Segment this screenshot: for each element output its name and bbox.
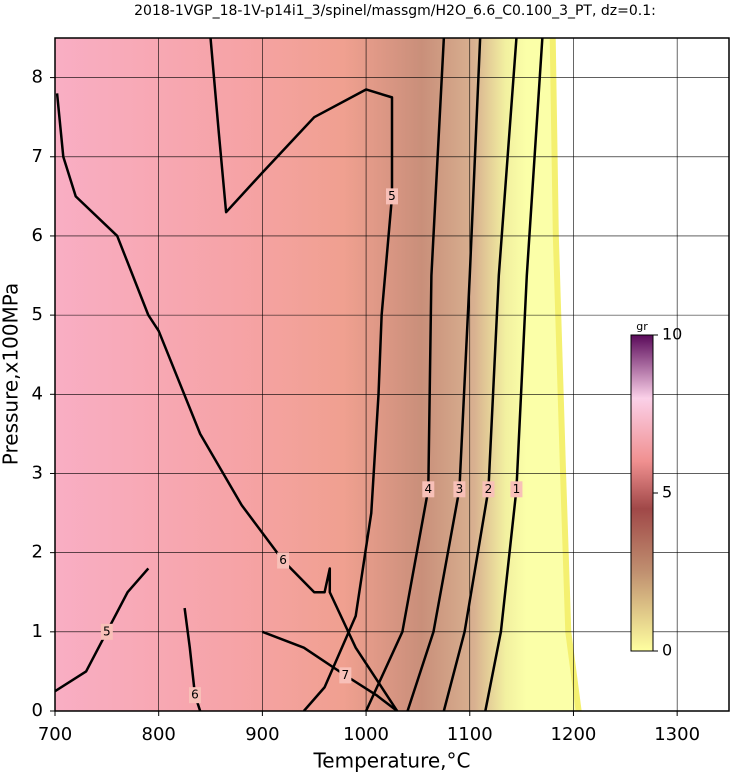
contour-label: 3 [456, 482, 464, 496]
y-tick-label: 2 [32, 542, 43, 563]
x-tick-label: 1000 [343, 724, 389, 745]
contour-line [209, 38, 394, 711]
colorbar-label: gr [636, 320, 648, 333]
x-tick-label: 800 [142, 724, 176, 745]
contour-label: 4 [424, 482, 432, 496]
plot-area: 1 2 3 4 5 6 5 6 7 [55, 38, 729, 711]
x-tick-label: 1100 [447, 724, 493, 745]
contour-label: 6 [191, 688, 199, 702]
contour-label-bg [386, 188, 398, 205]
y-tick-label: 5 [32, 304, 43, 325]
contour-label-bg [339, 667, 352, 684]
contour-label-bg [510, 481, 523, 498]
chart-title: 2018-1VGP_18-1V-p14i1_3/spinel/massgm/H2… [134, 3, 656, 19]
contour-label: 5 [103, 624, 111, 638]
y-tick-label: 0 [32, 700, 43, 721]
x-tick-label: 700 [38, 724, 72, 745]
y-tick-label: 6 [32, 225, 43, 246]
contour-label: 7 [342, 668, 350, 682]
plot-frame [54, 37, 730, 712]
colorbar-tick-label: 5 [662, 483, 672, 502]
contour-label-bg [188, 687, 201, 704]
colorbar [630, 334, 654, 652]
x-tick-label: 1200 [551, 724, 597, 745]
contour-label: 5 [388, 189, 396, 203]
contour-label: 1 [513, 482, 521, 496]
contour-label: 6 [279, 553, 287, 567]
y-tick-label: 4 [32, 383, 43, 404]
y-axis-label: Pressure,x100MPa [0, 283, 23, 465]
contour-label-bg [482, 481, 495, 498]
colorbar-tick-label: 10 [662, 325, 682, 344]
x-tick-label: 900 [245, 724, 279, 745]
contour-label-bg [100, 623, 113, 640]
contour-line [55, 93, 399, 711]
contour-label-bg [453, 481, 466, 498]
y-tick-label: 7 [32, 146, 43, 167]
contour-label-bg [277, 552, 290, 569]
y-tick-label: 1 [32, 621, 43, 642]
y-tick-label: 3 [32, 462, 43, 483]
x-axis-label: Temperature,°C [312, 749, 470, 773]
contour-label: 2 [485, 482, 493, 496]
y-tick-label: 8 [32, 67, 43, 88]
x-tick-label: 1300 [654, 724, 700, 745]
colorbar-tick-label: 0 [662, 641, 672, 660]
colored-field [55, 38, 579, 711]
overlay: 700 800 900 1000 1100 1200 1300 0 1 2 3 4 5 6 7 8 gr 0 5 10 [32, 37, 730, 745]
contour-label-bg [422, 481, 435, 498]
